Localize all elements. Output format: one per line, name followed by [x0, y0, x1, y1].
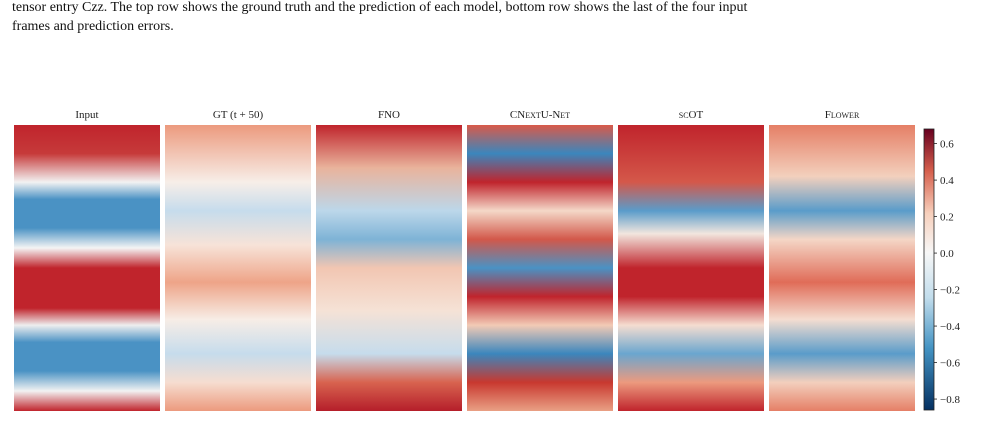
panel-title: CNextU-Net [510, 109, 570, 121]
caption-line: tensor entry Czz. The top row shows the … [12, 0, 748, 15]
panel-title: Flower [825, 109, 860, 121]
panel-image [618, 125, 764, 411]
colorbar-tick-label: 0.4 [940, 175, 954, 187]
panel-image [14, 125, 160, 411]
panel-image [316, 125, 462, 411]
panel-title: GT (t + 50) [213, 109, 264, 121]
panel-image [467, 125, 613, 411]
colorbar-tick-label: −0.2 [940, 285, 960, 297]
panel-title: Input [75, 109, 98, 121]
colorbar-tick-label: 0.0 [940, 248, 954, 260]
panel-title: scOT [679, 109, 704, 121]
colorbar [923, 128, 935, 411]
colorbar-tick-label: 0.2 [940, 212, 954, 224]
panel-title: FNO [378, 109, 400, 121]
colorbar-tick-label: 0.6 [940, 139, 954, 151]
colorbar-tick-label: −0.8 [940, 394, 960, 406]
panel-image [769, 125, 915, 411]
caption-line: frames and prediction errors. [12, 19, 174, 34]
panel-image [165, 125, 311, 411]
colorbar-tick-label: −0.4 [940, 321, 960, 333]
colorbar-tick-label: −0.6 [940, 358, 960, 370]
